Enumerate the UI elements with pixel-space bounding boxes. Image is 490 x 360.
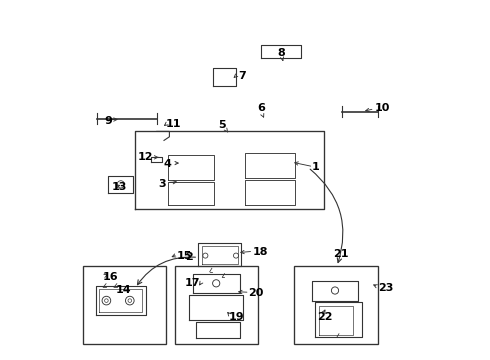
Text: 16: 16 <box>103 272 119 282</box>
FancyBboxPatch shape <box>83 266 166 344</box>
Text: 22: 22 <box>317 312 333 322</box>
Text: 10: 10 <box>374 103 390 113</box>
Text: 15: 15 <box>176 251 192 261</box>
Text: 17: 17 <box>185 278 200 288</box>
FancyBboxPatch shape <box>294 266 378 344</box>
Text: 18: 18 <box>252 247 268 257</box>
Text: 8: 8 <box>277 48 285 58</box>
Text: 23: 23 <box>378 283 393 293</box>
Text: 5: 5 <box>218 120 225 130</box>
Text: 1: 1 <box>312 162 319 172</box>
Text: 2: 2 <box>185 252 193 262</box>
Text: 12: 12 <box>138 152 153 162</box>
Text: 6: 6 <box>257 103 265 113</box>
FancyArrowPatch shape <box>138 257 196 285</box>
Text: 21: 21 <box>333 249 349 259</box>
FancyArrowPatch shape <box>310 169 343 262</box>
Text: 13: 13 <box>112 182 127 192</box>
Text: 4: 4 <box>163 159 171 169</box>
FancyBboxPatch shape <box>175 266 258 344</box>
Text: 3: 3 <box>158 179 166 189</box>
Text: 20: 20 <box>248 288 264 298</box>
Text: 11: 11 <box>166 119 181 129</box>
Text: 19: 19 <box>229 312 245 322</box>
Text: 14: 14 <box>116 285 132 295</box>
Text: 9: 9 <box>104 116 113 126</box>
Text: 7: 7 <box>238 71 245 81</box>
